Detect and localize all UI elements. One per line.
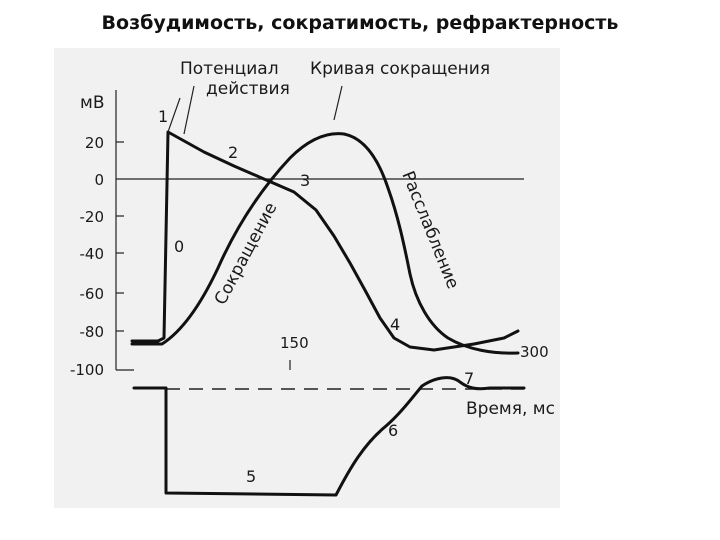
pointer-action-potential — [183, 85, 195, 135]
y-tick-20: 20 — [85, 134, 104, 152]
y-tick-0: 0 — [94, 171, 104, 189]
phase-number-5: 5 — [246, 467, 256, 486]
y-tick-minus100: -100 — [70, 361, 104, 379]
label-action-potential-1: Потенциал — [180, 59, 279, 79]
phase-number-0: 0 — [174, 237, 184, 256]
x-axis-label: Время, мс — [466, 399, 555, 419]
pointer-contraction-curve — [333, 85, 343, 121]
phase-number-7: 7 — [464, 369, 474, 388]
diagram-svg: мВ 20 0 -20 -40 -60 -80 -100 150 300 Пот… — [70, 59, 555, 497]
pointer-phase-1 — [167, 97, 181, 133]
phase-number-1: 1 — [158, 107, 168, 126]
x-tick-150: 150 — [280, 334, 309, 352]
phase-number-2: 2 — [228, 143, 238, 162]
diagram-figure: мВ 20 0 -20 -40 -60 -80 -100 150 300 Пот… — [54, 48, 560, 508]
y-tick-marks — [116, 141, 291, 370]
label-relaxation: Расслабление — [397, 168, 462, 291]
phase-number-4: 4 — [390, 315, 400, 334]
label-contraction-curve: Кривая сокращения — [310, 59, 490, 79]
excitability-curve — [132, 376, 526, 497]
y-tick-minus80: -80 — [80, 323, 105, 341]
y-unit-label: мВ — [80, 93, 105, 113]
phase-number-6: 6 — [388, 421, 398, 440]
contraction-curve — [130, 132, 520, 355]
y-tick-minus40: -40 — [80, 245, 105, 263]
y-tick-minus20: -20 — [80, 208, 105, 226]
x-tick-300: 300 — [520, 343, 549, 361]
slide-title: Возбудимость, сократимость, рефрактернос… — [101, 12, 619, 34]
phase-number-3: 3 — [300, 171, 310, 190]
label-action-potential-2: действия — [206, 79, 290, 99]
y-tick-minus60: -60 — [80, 285, 105, 303]
